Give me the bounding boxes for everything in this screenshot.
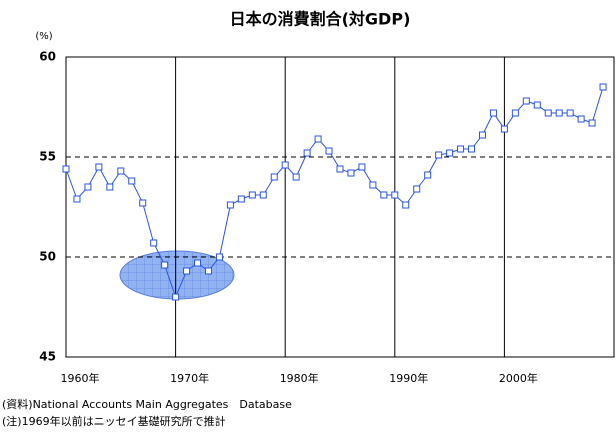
data-point (62, 165, 70, 173)
y-tick-label: 60 (39, 50, 56, 64)
x-tick-label: 1990年 (389, 371, 428, 385)
data-point (566, 109, 574, 117)
data-point (457, 145, 465, 153)
y-tick-label: 50 (39, 250, 56, 264)
chart-title: 日本の消費割合(対GDP) (230, 10, 411, 29)
x-tick-label: 1960年 (61, 371, 100, 385)
data-point (237, 195, 245, 203)
data-point (446, 149, 454, 157)
x-tick-label: 1970年 (170, 371, 209, 385)
data-point (84, 183, 92, 191)
data-point (183, 267, 191, 275)
y-unit: (%) (35, 31, 52, 42)
data-point (588, 119, 596, 127)
data-point (413, 185, 421, 193)
data-point (402, 201, 410, 209)
data-point (468, 145, 476, 153)
data-point (435, 151, 443, 159)
data-point (194, 259, 202, 267)
data-point (533, 101, 541, 109)
data-point (226, 201, 234, 209)
data-point (358, 163, 366, 171)
data-point (424, 171, 432, 179)
x-tick-label: 2000年 (499, 371, 538, 385)
data-point (380, 191, 388, 199)
x-tick-label: 1980年 (280, 371, 319, 385)
plot-frame (65, 56, 615, 358)
data-point (150, 239, 158, 247)
data-point (336, 165, 344, 173)
data-point (599, 83, 607, 91)
data-point (347, 169, 355, 177)
data-point (522, 97, 530, 105)
data-point (117, 167, 125, 175)
data-point (544, 109, 552, 117)
data-point (281, 161, 289, 169)
data-point (555, 109, 563, 117)
data-point (128, 177, 136, 185)
data-point (511, 109, 519, 117)
data-point (161, 261, 169, 269)
data-point (489, 109, 497, 117)
y-tick-label: 45 (39, 350, 56, 364)
source-note: (資料)National Accounts Main Aggregates Da… (2, 397, 292, 411)
data-point (204, 267, 212, 275)
y-tick-label: 55 (39, 150, 56, 164)
data-point (325, 147, 333, 155)
data-point (106, 183, 114, 191)
data-point (303, 149, 311, 157)
data-point (215, 253, 223, 261)
data-point (73, 195, 81, 203)
data-point (314, 135, 322, 143)
data-point (172, 293, 180, 301)
data-point (369, 181, 377, 189)
data-point (478, 131, 486, 139)
data-point (500, 125, 508, 133)
data-point (391, 191, 399, 199)
data-point (292, 173, 300, 181)
data-point (95, 163, 103, 171)
data-point (248, 191, 256, 199)
footnote: (注)1969年以前はニッセイ基礎研究所で推計 (2, 414, 226, 428)
data-point (259, 191, 267, 199)
data-point (139, 199, 147, 207)
data-point (270, 173, 278, 181)
data-point (577, 115, 585, 123)
